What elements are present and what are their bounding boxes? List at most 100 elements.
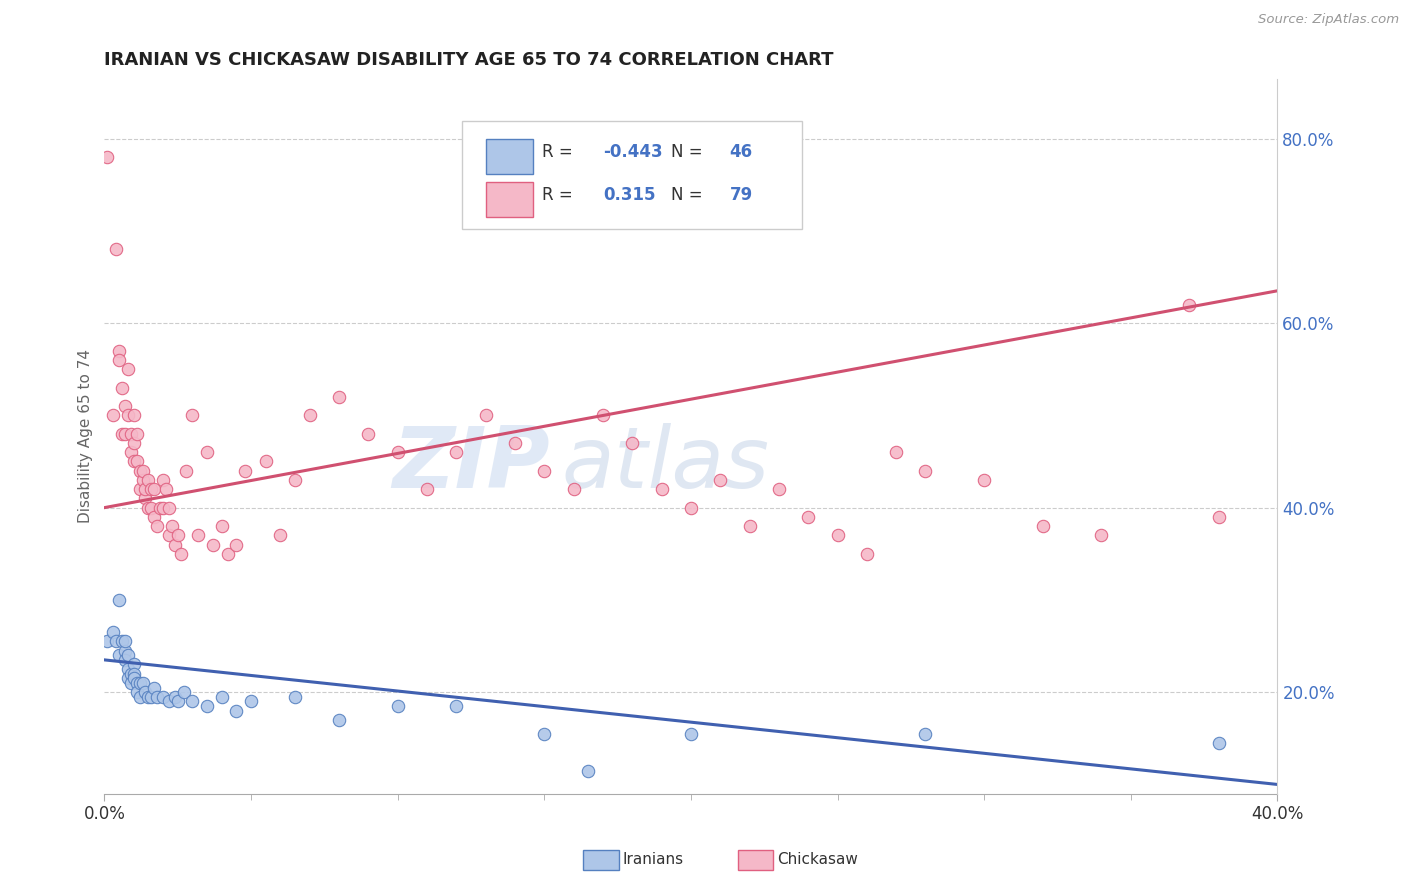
FancyBboxPatch shape bbox=[485, 139, 533, 174]
Point bbox=[114, 653, 136, 667]
Point bbox=[1032, 519, 1054, 533]
Point bbox=[562, 482, 585, 496]
Point bbox=[160, 519, 183, 533]
Text: atlas: atlas bbox=[562, 423, 770, 507]
Point bbox=[328, 390, 350, 404]
Point bbox=[134, 491, 156, 506]
Point bbox=[1208, 736, 1230, 750]
Point bbox=[120, 666, 142, 681]
Point bbox=[143, 482, 166, 496]
Point bbox=[122, 671, 145, 685]
Point bbox=[201, 537, 224, 551]
Point bbox=[138, 690, 160, 704]
Point bbox=[105, 634, 128, 648]
Point bbox=[195, 445, 218, 459]
Point bbox=[225, 537, 247, 551]
Point bbox=[651, 482, 673, 496]
Text: R =: R = bbox=[541, 144, 572, 161]
Point bbox=[768, 482, 790, 496]
Point bbox=[122, 657, 145, 672]
Text: 46: 46 bbox=[730, 144, 752, 161]
Point bbox=[169, 547, 191, 561]
Point bbox=[269, 528, 291, 542]
Point bbox=[120, 426, 142, 441]
Point bbox=[114, 399, 136, 413]
Y-axis label: Disability Age 65 to 74: Disability Age 65 to 74 bbox=[79, 349, 93, 523]
Point bbox=[827, 528, 849, 542]
Point bbox=[446, 445, 468, 459]
Point bbox=[914, 464, 936, 478]
Point bbox=[357, 426, 380, 441]
Point bbox=[709, 473, 731, 487]
Point bbox=[328, 713, 350, 727]
Point bbox=[141, 482, 163, 496]
Point bbox=[176, 464, 198, 478]
Point bbox=[101, 409, 124, 423]
Point bbox=[131, 676, 153, 690]
Text: Iranians: Iranians bbox=[623, 853, 683, 867]
Text: N =: N = bbox=[671, 186, 703, 204]
Point bbox=[152, 473, 174, 487]
Point bbox=[125, 685, 148, 699]
Point bbox=[211, 690, 233, 704]
Point bbox=[233, 464, 256, 478]
Point bbox=[138, 473, 160, 487]
Text: R =: R = bbox=[541, 186, 572, 204]
Point bbox=[149, 500, 172, 515]
Point bbox=[120, 676, 142, 690]
Point bbox=[117, 409, 139, 423]
Point bbox=[117, 671, 139, 685]
Point bbox=[125, 676, 148, 690]
Point bbox=[111, 381, 134, 395]
Point bbox=[108, 353, 131, 368]
Point bbox=[446, 698, 468, 713]
Point bbox=[1178, 298, 1201, 312]
Point bbox=[621, 436, 644, 450]
Point bbox=[1090, 528, 1112, 542]
Point bbox=[122, 666, 145, 681]
Point bbox=[131, 464, 153, 478]
Point bbox=[111, 634, 134, 648]
Point bbox=[111, 426, 134, 441]
Point bbox=[120, 445, 142, 459]
Point bbox=[217, 547, 239, 561]
Point bbox=[108, 593, 131, 607]
Point bbox=[533, 727, 555, 741]
Point bbox=[101, 625, 124, 640]
Point bbox=[125, 426, 148, 441]
Text: Chickasaw: Chickasaw bbox=[778, 853, 859, 867]
Point bbox=[146, 519, 169, 533]
Point bbox=[114, 643, 136, 657]
Text: 0.315: 0.315 bbox=[603, 186, 655, 204]
Point bbox=[914, 727, 936, 741]
Point bbox=[738, 519, 761, 533]
Point bbox=[114, 634, 136, 648]
Point bbox=[195, 698, 218, 713]
Text: IRANIAN VS CHICKASAW DISABILITY AGE 65 TO 74 CORRELATION CHART: IRANIAN VS CHICKASAW DISABILITY AGE 65 T… bbox=[104, 51, 834, 69]
Point bbox=[122, 454, 145, 468]
Point bbox=[797, 509, 820, 524]
Point bbox=[187, 528, 209, 542]
Point bbox=[96, 634, 118, 648]
Point bbox=[1208, 509, 1230, 524]
Point bbox=[131, 473, 153, 487]
Point bbox=[503, 436, 526, 450]
Point bbox=[474, 409, 496, 423]
Point bbox=[128, 676, 150, 690]
Point bbox=[856, 547, 879, 561]
Text: 79: 79 bbox=[730, 186, 752, 204]
Point bbox=[240, 694, 263, 708]
Point bbox=[163, 690, 186, 704]
Point bbox=[211, 519, 233, 533]
Point bbox=[284, 473, 307, 487]
Point bbox=[96, 150, 118, 164]
Point bbox=[254, 454, 277, 468]
Point bbox=[166, 694, 188, 708]
Point bbox=[114, 426, 136, 441]
Text: Source: ZipAtlas.com: Source: ZipAtlas.com bbox=[1258, 13, 1399, 27]
Point bbox=[117, 362, 139, 376]
Point bbox=[163, 537, 186, 551]
Point bbox=[298, 409, 321, 423]
Point bbox=[973, 473, 995, 487]
Point bbox=[143, 509, 166, 524]
